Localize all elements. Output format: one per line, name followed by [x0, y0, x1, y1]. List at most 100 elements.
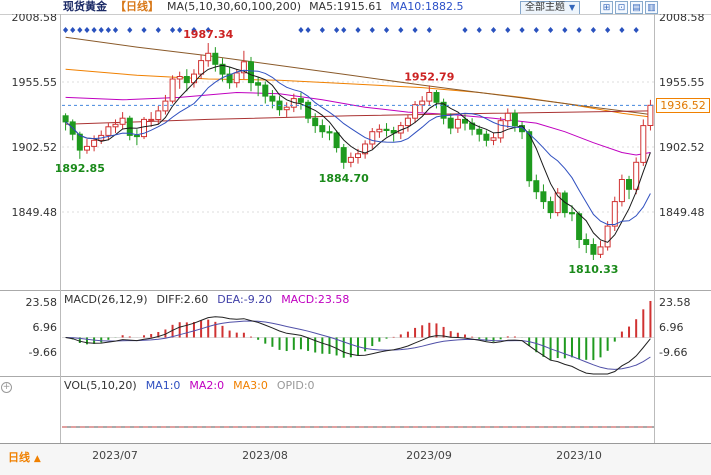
candle-body[interactable]	[583, 239, 590, 246]
candle-body[interactable]	[319, 125, 326, 133]
candle-body[interactable]	[483, 133, 490, 141]
price-chart-canvas[interactable]: 2008.58 2008.58 1955.55 1955.55 1902.52 1902.…	[0, 14, 711, 443]
event-marker-icon[interactable]	[155, 27, 161, 33]
candle-body[interactable]	[198, 60, 205, 75]
event-marker-icon[interactable]	[334, 27, 340, 33]
split-horizontal-icon[interactable]: ▤	[630, 1, 643, 14]
candle-body[interactable]	[84, 145, 90, 151]
candle-body[interactable]	[440, 101, 447, 119]
candle-body[interactable]	[419, 100, 426, 106]
event-marker-icon[interactable]	[533, 27, 539, 33]
candle-body[interactable]	[155, 110, 162, 121]
candle-body[interactable]	[141, 118, 147, 138]
candle-body[interactable]	[119, 117, 126, 125]
event-marker-icon[interactable]	[369, 27, 375, 33]
candle-body[interactable]	[219, 63, 226, 75]
event-marker-icon[interactable]	[177, 27, 183, 33]
candle-body[interactable]	[618, 179, 625, 203]
candle-body[interactable]	[62, 115, 69, 123]
candle-body[interactable]	[597, 246, 604, 255]
candle-body[interactable]	[412, 104, 419, 119]
candle-body[interactable]	[226, 73, 233, 84]
event-marker-icon[interactable]	[62, 27, 69, 33]
candle-body[interactable]	[604, 225, 611, 248]
candle-body[interactable]	[633, 161, 640, 190]
candle-body[interactable]	[362, 143, 369, 155]
candle-body[interactable]	[626, 179, 632, 190]
candle-body[interactable]	[240, 61, 247, 74]
candle-body[interactable]	[383, 128, 390, 132]
event-marker-icon[interactable]	[205, 27, 211, 33]
event-marker-icon[interactable]	[383, 27, 390, 33]
period-tab[interactable]: 日线 ▲	[8, 449, 41, 465]
candle-body[interactable]	[162, 100, 169, 112]
candle-body[interactable]	[312, 117, 319, 127]
event-marker-icon[interactable]	[319, 27, 325, 33]
candle-body[interactable]	[526, 131, 533, 182]
candle-body[interactable]	[447, 117, 454, 129]
theme-dropdown[interactable]: 全部主题 ▼	[520, 1, 581, 15]
event-marker-icon[interactable]	[77, 27, 83, 33]
candle-body[interactable]	[233, 72, 240, 84]
candle-body[interactable]	[248, 61, 254, 84]
event-marker-icon[interactable]	[576, 27, 582, 33]
event-marker-icon[interactable]	[519, 27, 525, 33]
event-marker-icon[interactable]	[398, 27, 404, 33]
candle-body[interactable]	[205, 52, 212, 62]
candle-body[interactable]	[462, 118, 468, 124]
candle-body[interactable]	[390, 130, 397, 134]
candle-body[interactable]	[476, 128, 483, 135]
event-marker-icon[interactable]	[298, 27, 304, 33]
candle-body[interactable]	[255, 82, 262, 86]
candle-body[interactable]	[297, 98, 304, 103]
candle-body[interactable]	[504, 112, 511, 122]
candle-body[interactable]	[497, 120, 504, 139]
candle-body[interactable]	[269, 95, 276, 102]
candle-body[interactable]	[376, 128, 383, 133]
candle-body[interactable]	[305, 101, 312, 119]
event-marker-icon[interactable]	[70, 27, 76, 33]
ma-settings-label[interactable]: MA(5,10,30,60,100,200)	[167, 0, 302, 13]
event-marker-icon[interactable]	[355, 27, 361, 33]
candle-body[interactable]	[105, 126, 112, 136]
candle-body[interactable]	[404, 117, 411, 127]
candle-body[interactable]	[533, 180, 540, 193]
candle-body[interactable]	[283, 106, 290, 111]
single-panel-icon[interactable]: ⊡	[615, 1, 628, 14]
candle-body[interactable]	[511, 112, 518, 127]
candle-body[interactable]	[91, 139, 98, 147]
event-marker-icon[interactable]	[605, 27, 611, 33]
candle-body[interactable]	[347, 156, 354, 163]
event-marker-icon[interactable]	[462, 27, 468, 33]
crosshair-icon[interactable]: +	[1, 382, 12, 393]
macd-settings-label[interactable]: MACD(26,12,9)	[64, 293, 148, 306]
event-marker-icon[interactable]	[105, 27, 111, 33]
candle-body[interactable]	[212, 52, 219, 65]
candle-body[interactable]	[576, 213, 583, 241]
event-marker-icon[interactable]	[112, 27, 119, 33]
event-marker-icon[interactable]	[91, 27, 97, 33]
candle-body[interactable]	[547, 201, 554, 214]
event-marker-icon[interactable]	[562, 27, 568, 33]
candle-body[interactable]	[326, 131, 333, 134]
event-marker-icon[interactable]	[191, 27, 197, 33]
candle-body[interactable]	[112, 123, 119, 128]
candle-body[interactable]	[540, 191, 547, 203]
event-marker-icon[interactable]	[619, 27, 625, 33]
candle-body[interactable]	[554, 192, 561, 214]
candle-body[interactable]	[426, 92, 433, 102]
candle-body[interactable]	[369, 131, 376, 145]
candle-body[interactable]	[640, 125, 647, 163]
candle-body[interactable]	[647, 104, 654, 127]
event-marker-icon[interactable]	[476, 27, 482, 33]
candle-body[interactable]	[340, 147, 347, 163]
candle-body[interactable]	[590, 244, 597, 255]
candle-body[interactable]	[569, 212, 575, 215]
event-marker-icon[interactable]	[412, 27, 418, 33]
candle-body[interactable]	[611, 201, 618, 227]
vol-settings-label[interactable]: VOL(5,10,20)	[64, 379, 137, 392]
split-vertical-icon[interactable]: ▥	[645, 1, 658, 14]
candle-body[interactable]	[126, 117, 133, 136]
candle-body[interactable]	[148, 118, 155, 121]
candle-body[interactable]	[76, 133, 83, 151]
